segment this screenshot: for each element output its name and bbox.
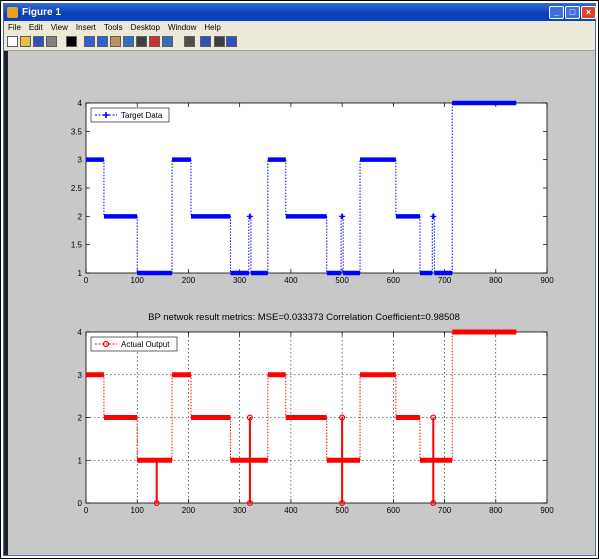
menu-help[interactable]: Help [204,23,221,32]
new-figure-icon[interactable] [7,36,18,47]
hide-plot-tools-icon[interactable] [214,36,225,47]
matlab-icon [7,7,18,18]
pan-icon[interactable] [110,36,121,47]
y-tick-label: 3 [78,156,83,165]
x-tick-label: 300 [233,506,247,515]
menu-window[interactable]: Window [167,23,197,32]
zoom-in-icon[interactable] [84,36,95,47]
data-marker [339,500,346,507]
y-tick-label: 4 [78,99,83,108]
x-tick-label: 200 [182,506,196,515]
show-plot-tools-icon[interactable] [226,36,237,47]
y-tick-label: 3 [78,371,83,380]
x-tick-label: 300 [233,276,247,285]
x-tick-label: 500 [335,506,349,515]
y-tick-label: 1 [78,269,83,278]
rotate-3d-icon[interactable] [123,36,134,47]
data-cursor-icon[interactable] [136,36,147,47]
x-tick-label: 200 [182,276,196,285]
plots-svg: 0 100 200 300 400 500 600 700 800 90011.522.533.5… [71,99,555,515]
x-tick-label: 600 [387,276,401,285]
data-marker [246,500,253,507]
print-icon[interactable] [46,36,57,47]
x-tick-label: 700 [438,506,452,515]
x-tick-label: 600 [387,506,401,515]
x-tick-label: 900 [540,276,554,285]
x-tick-label: 900 [540,506,554,515]
figure-window: Figure 1 _ □ × File Edit View Insert Tools De… [3,3,596,556]
menu-bar: File Edit View Insert Tools Desktop Window Help [4,21,595,34]
y-tick-label: 2.5 [71,184,83,193]
y-tick-label: 4 [78,328,83,337]
menu-tools[interactable]: Tools [103,23,123,32]
title-bar[interactable]: Figure 1 _ □ × [4,4,596,21]
zoom-out-icon[interactable] [97,36,108,47]
legend-label: Actual Output [121,340,170,349]
y-tick-label: 0 [78,499,83,508]
window-title: Figure 1 [22,7,61,18]
menu-view[interactable]: View [50,23,68,32]
menu-insert[interactable]: Insert [75,23,96,32]
data-marker [430,414,437,421]
x-tick-label: 400 [284,506,298,515]
x-tick-label: 0 [84,506,89,515]
y-tick-label: 3.5 [71,127,83,136]
legend-box[interactable] [90,336,178,352]
x-tick-label: 100 [131,506,145,515]
menu-desktop[interactable]: Desktop [130,23,160,32]
legend-label: Target Data [121,111,163,120]
left-edge-bar [4,51,8,555]
x-tick-label: 800 [489,276,503,285]
link-plot-icon[interactable] [162,36,173,47]
x-tick-label: 0 [84,276,89,285]
plot-area [85,102,548,274]
x-tick-label: 500 [335,276,349,285]
insert-legend-icon[interactable] [200,36,211,47]
y-tick-label: 2 [78,212,83,221]
y-tick-label: 1.5 [71,241,83,250]
x-tick-label: 100 [131,276,145,285]
open-file-icon[interactable] [20,36,31,47]
data-marker [339,414,346,421]
legend-marker-icon [102,340,110,348]
data-marker [246,414,253,421]
y-tick-label: 2 [78,414,83,423]
x-tick-label: 800 [489,506,503,515]
legend-box[interactable] [90,107,170,123]
close-button[interactable]: × [581,6,596,19]
axes-target[interactable]: 0 100 200 300 400 500 600 700 800 900 1 1.5 2 2.5 3 3.5… [71,99,554,285]
brush-icon[interactable] [149,36,160,47]
edit-plot-arrow-icon[interactable] [66,36,77,47]
x-tick-label: 400 [284,276,298,285]
save-icon[interactable] [33,36,44,47]
menu-edit[interactable]: Edit [28,23,43,32]
x-tick-label: 700 [438,276,452,285]
figure-canvas: 0 100 200 300 400 500 600 700 800 900 1 1.5 2 2.5 3 3.5… [4,51,595,555]
menu-file[interactable]: File [8,23,21,32]
minimize-button[interactable]: _ [549,6,564,19]
data-marker [430,500,437,507]
insert-colorbar-icon[interactable] [184,36,195,47]
data-marker [153,500,160,507]
bottom-plot-title: BP netwok result metrics: MSE=0.033373 C… [148,312,460,323]
figure-toolbar [4,34,595,51]
axes-actual[interactable]: 0 100 200 300 400 500 600 700 800 900 0 1 2 3 4 Actual … [78,328,555,515]
y-tick-label: 1 [78,456,83,465]
maximize-button[interactable]: □ [565,6,580,19]
